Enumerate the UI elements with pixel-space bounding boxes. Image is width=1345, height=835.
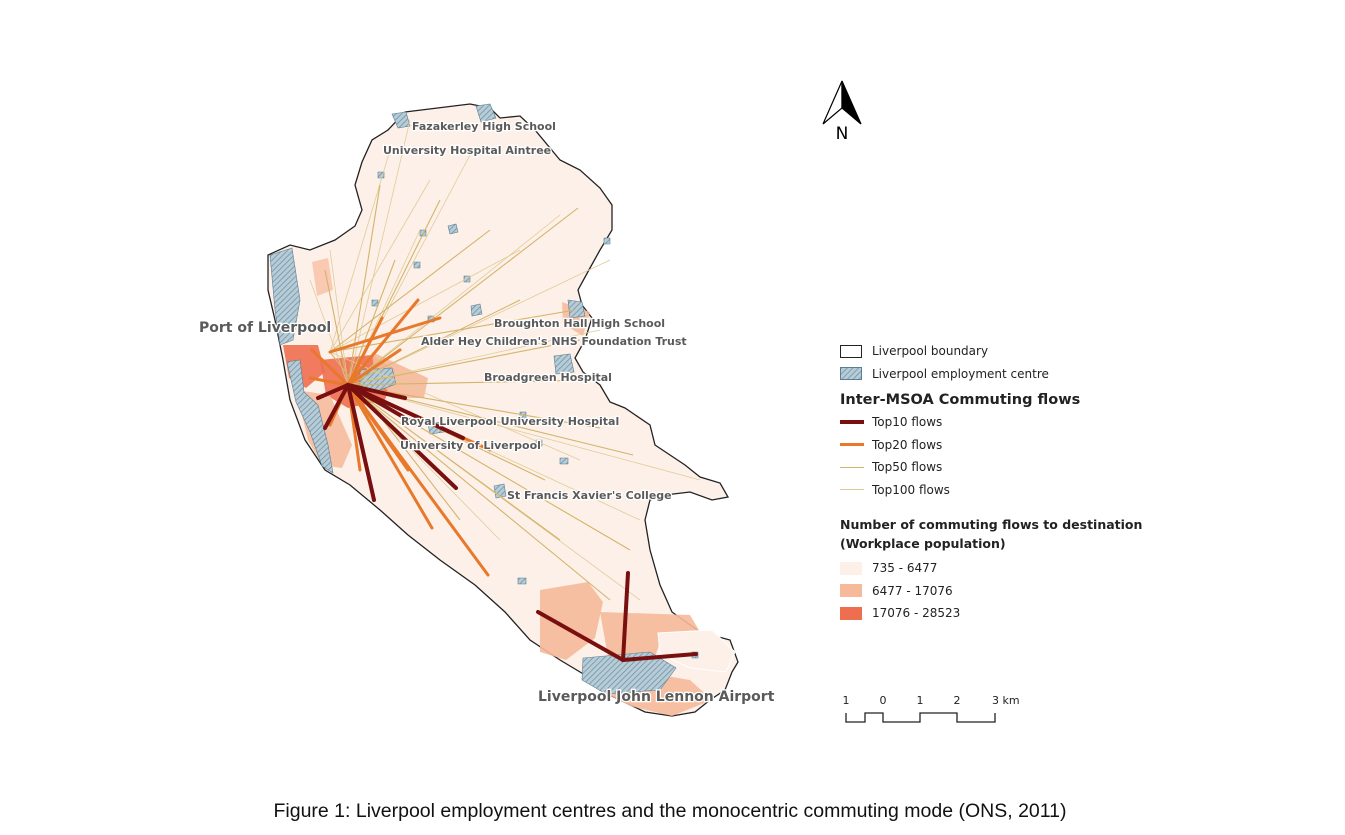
legend-employment-centre: Liverpool employment centre	[840, 363, 1260, 386]
flow-top50-swatch	[840, 466, 864, 468]
pop-mid-swatch	[840, 584, 862, 598]
pop-high-swatch	[840, 606, 862, 620]
flows-top20	[308, 298, 492, 577]
legend-flow-top20: Top20 flows	[840, 434, 1260, 457]
legend-pop-mid: 6477 - 17076	[840, 580, 1260, 603]
label-airport: Liverpool John Lennon Airport	[538, 689, 775, 705]
label-university: University of Liverpool	[400, 439, 541, 452]
label-royal: Royal Liverpool University Hospital	[401, 415, 619, 428]
legend-population-title-line2: (Workplace population)	[840, 536, 1006, 551]
north-label: N	[836, 124, 849, 144]
figure-caption: Figure 1: Liverpool employment centres a…	[273, 800, 1067, 822]
legend-boundary-label: Liverpool boundary	[872, 344, 989, 359]
legend-flow-label: Top50 flows	[872, 460, 943, 475]
legend-population-title: Number of commuting flows to destination…	[840, 515, 1260, 553]
scale-bar-line	[845, 712, 996, 723]
flow-top10-swatch	[840, 420, 864, 425]
scale-tick-label: 1	[843, 694, 850, 707]
legend-flow-top100: Top100 flows	[840, 479, 1260, 502]
flow-top20-swatch	[840, 443, 864, 447]
label-broadgreen: Broadgreen Hospital	[484, 371, 612, 384]
flow-top100-swatch	[840, 489, 864, 491]
employment-centre-swatch	[840, 367, 862, 381]
north-arrow-icon	[822, 80, 843, 125]
legend: Liverpool boundary Liverpool employment …	[840, 340, 1260, 625]
scale-tick-label: 0	[880, 694, 887, 707]
pop-low-swatch	[840, 561, 862, 575]
north-arrow-icon-fill	[841, 80, 862, 125]
legend-employment-centre-label: Liverpool employment centre	[872, 366, 1049, 381]
legend-flow-label: Top10 flows	[872, 415, 943, 430]
legend-pop-high: 17076 - 28523	[840, 602, 1260, 625]
legend-population-title-line1: Number of commuting flows to destination	[840, 517, 1143, 532]
scale-tick-label: 1	[917, 694, 924, 707]
scale-bar: 1 0 1 2 3 km	[838, 692, 1038, 732]
label-alder-hey: Alder Hey Children's NHS Foundation Trus…	[421, 335, 687, 348]
legend-flows-title: Inter-MSOA Commuting flows	[840, 392, 1081, 408]
legend-boundary: Liverpool boundary	[840, 340, 1260, 363]
scale-tick-label: 2	[954, 694, 961, 707]
flows-top10	[316, 383, 698, 662]
employment-centres	[269, 103, 699, 695]
legend-flow-label: Top20 flows	[872, 437, 943, 452]
label-fazakerley: Fazakerley High School	[412, 120, 556, 133]
label-st-francis: St Francis Xavier's College	[507, 489, 672, 502]
boundary-swatch	[840, 344, 862, 358]
legend-flow-top50: Top50 flows	[840, 456, 1260, 479]
scale-tick-label: 3 km	[992, 694, 1020, 707]
msoa-airport-low	[657, 629, 736, 673]
legend-pop-label: 735 - 6477	[872, 561, 938, 576]
legend-pop-label: 17076 - 28523	[872, 606, 961, 621]
label-port: Port of Liverpool	[199, 320, 331, 336]
north-arrow: N	[818, 78, 868, 146]
label-broughton: Broughton Hall High School	[494, 317, 665, 330]
legend-pop-low: 735 - 6477	[840, 557, 1260, 580]
legend-pop-label: 6477 - 17076	[872, 583, 953, 598]
legend-flow-top10: Top10 flows	[840, 411, 1260, 434]
label-aintree: University Hospital Aintree	[383, 144, 551, 157]
legend-flow-label: Top100 flows	[872, 482, 950, 497]
